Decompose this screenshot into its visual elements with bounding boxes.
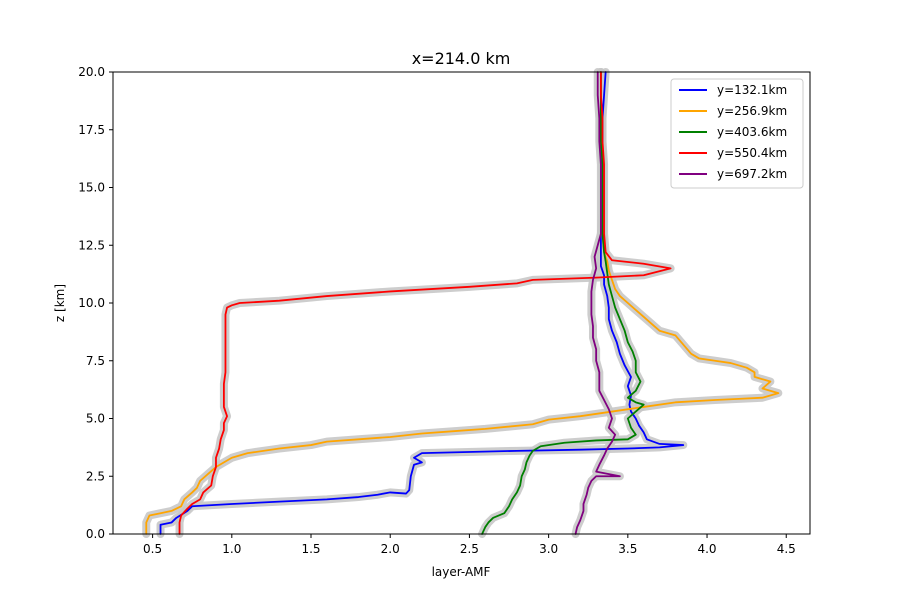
x-tick-label: 0.5 (143, 542, 162, 556)
x-tick-label: 1.0 (222, 542, 241, 556)
series-line (159, 71, 685, 535)
y-axis: 0.0 2.5 5.0 7.5 10.0 12.5 15.0 17.5 20.0 (78, 65, 113, 541)
series-line (481, 71, 645, 535)
legend-label: y=256.9km (717, 104, 787, 118)
legend-label: y=697.2km (717, 167, 787, 181)
legend: y=132.1km y=256.9km y=403.6km y=550.4km y=69… (670, 78, 804, 189)
y-tick-label: 7.5 (86, 354, 105, 368)
x-tick-label: 4.0 (697, 542, 716, 556)
x-tick-label: 3.5 (618, 542, 637, 556)
y-tick-label: 5.0 (86, 412, 105, 426)
series-line (178, 71, 672, 535)
y-tick-label: 15.0 (78, 181, 105, 195)
legend-label: y=132.1km (717, 83, 787, 97)
series-line (145, 71, 780, 535)
legend-frame (670, 78, 804, 189)
series-line (574, 71, 621, 535)
series-layer (142, 68, 783, 538)
y-tick-label: 0.0 (86, 527, 105, 541)
legend-label: y=403.6km (717, 125, 787, 139)
y-axis-label: z [km] (53, 284, 67, 322)
chart-title: x=214.0 km (412, 49, 511, 68)
x-tick-label: 2.5 (460, 542, 479, 556)
legend-items: y=132.1km y=256.9km y=403.6km y=550.4km y=69… (679, 83, 787, 181)
y-tick-label: 2.5 (86, 469, 105, 483)
legend-label: y=550.4km (717, 146, 787, 160)
y-tick-label: 17.5 (78, 123, 105, 137)
x-tick-label: 3.0 (539, 542, 558, 556)
y-tick-label: 20.0 (78, 65, 105, 79)
x-tick-label: 4.5 (777, 542, 796, 556)
y-tick-label: 12.5 (78, 238, 105, 252)
y-tick-label: 10.0 (78, 296, 105, 310)
x-axis-label: layer-AMF (432, 565, 491, 579)
x-axis: 0.5 1.0 1.5 2.0 2.5 3.0 3.5 4.0 4.5 (143, 534, 796, 556)
x-tick-label: 2.0 (381, 542, 400, 556)
x-tick-label: 1.5 (301, 542, 320, 556)
